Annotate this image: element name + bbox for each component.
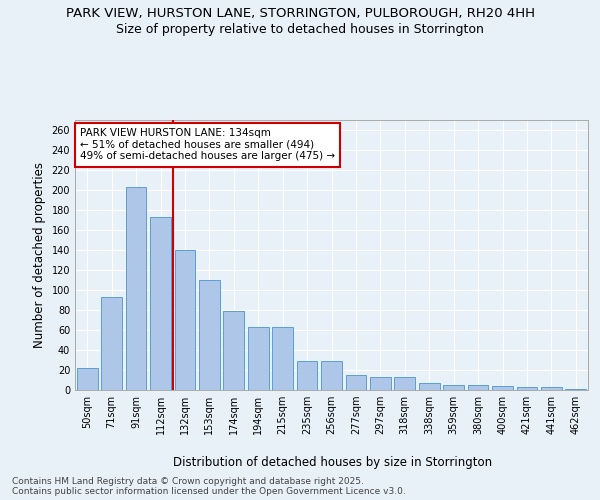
Bar [541, 387, 562, 390]
Bar [150, 217, 171, 390]
Bar [248, 327, 269, 390]
Bar [492, 386, 513, 390]
Bar [272, 327, 293, 390]
Bar [296, 361, 317, 390]
Text: PARK VIEW, HURSTON LANE, STORRINGTON, PULBOROUGH, RH20 4HH: PARK VIEW, HURSTON LANE, STORRINGTON, PU… [65, 8, 535, 20]
Text: Distribution of detached houses by size in Storrington: Distribution of detached houses by size … [173, 456, 493, 469]
Text: Size of property relative to detached houses in Storrington: Size of property relative to detached ho… [116, 24, 484, 36]
Bar [223, 311, 244, 390]
Bar [394, 377, 415, 390]
Bar [517, 387, 538, 390]
Bar [419, 383, 440, 390]
Bar [467, 385, 488, 390]
Text: Contains HM Land Registry data © Crown copyright and database right 2025.: Contains HM Land Registry data © Crown c… [12, 477, 364, 486]
Bar [565, 389, 586, 390]
Bar [175, 250, 196, 390]
Bar [443, 385, 464, 390]
Bar [199, 280, 220, 390]
Bar [321, 361, 342, 390]
Bar [77, 368, 98, 390]
Y-axis label: Number of detached properties: Number of detached properties [33, 162, 46, 348]
Bar [125, 187, 146, 390]
Text: Contains public sector information licensed under the Open Government Licence v3: Contains public sector information licen… [12, 487, 406, 496]
Text: PARK VIEW HURSTON LANE: 134sqm
← 51% of detached houses are smaller (494)
49% of: PARK VIEW HURSTON LANE: 134sqm ← 51% of … [80, 128, 335, 162]
Bar [346, 375, 367, 390]
Bar [370, 377, 391, 390]
Bar [101, 297, 122, 390]
